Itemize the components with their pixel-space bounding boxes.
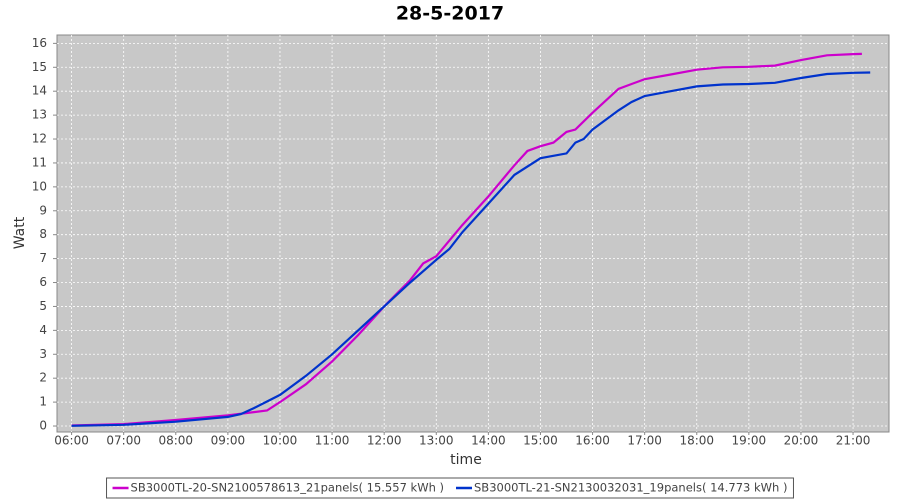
chart-title: 28-5-2017 xyxy=(396,3,504,25)
y-tick-label: 6 xyxy=(39,275,47,289)
y-tick-label: 8 xyxy=(39,227,47,241)
y-tick-label: 7 xyxy=(39,251,47,265)
y-tick-label: 2 xyxy=(39,371,47,385)
y-tick-label: 1 xyxy=(39,395,47,409)
y-tick-label: 11 xyxy=(32,155,47,169)
series-line xyxy=(71,71,871,427)
series-line xyxy=(71,52,862,427)
y-tick-label: 4 xyxy=(39,323,47,337)
y-tick-label: 9 xyxy=(39,203,47,217)
x-tick-label: 15:00 xyxy=(523,434,558,448)
x-tick-label: 20:00 xyxy=(784,434,819,448)
y-tick-label: 16 xyxy=(32,36,47,50)
x-tick-label: 10:00 xyxy=(263,434,298,448)
x-axis-label: time xyxy=(450,452,482,468)
x-tick-label: 14:00 xyxy=(471,434,506,448)
x-tick-label: 13:00 xyxy=(419,434,454,448)
x-tick-label: 16:00 xyxy=(575,434,610,448)
x-tick-label: 06:00 xyxy=(54,434,89,448)
y-tick-label: 12 xyxy=(32,132,47,146)
legend-label: SB3000TL-20-SN2100578613_21panels( 15.55… xyxy=(131,481,444,495)
y-axis-label: Watt xyxy=(12,216,28,249)
y-tick-label: 10 xyxy=(32,179,47,193)
plot-area xyxy=(56,34,890,433)
legend-label: SB3000TL-21-SN2130032031_19panels( 14.77… xyxy=(474,481,787,495)
y-tick-label: 15 xyxy=(32,60,47,74)
y-tick-label: 5 xyxy=(39,299,47,313)
x-tick-label: 21:00 xyxy=(836,434,871,448)
x-tick-label: 11:00 xyxy=(315,434,350,448)
x-tick-label: 09:00 xyxy=(211,434,246,448)
x-tick-label: 08:00 xyxy=(158,434,193,448)
x-tick-label: 18:00 xyxy=(679,434,714,448)
legend xyxy=(106,477,794,499)
x-tick-label: 12:00 xyxy=(367,434,402,448)
y-tick-label: 3 xyxy=(39,347,47,361)
x-tick-label: 17:00 xyxy=(627,434,662,448)
y-tick-label: 14 xyxy=(32,84,47,98)
x-tick-label: 19:00 xyxy=(732,434,767,448)
y-tick-label: 13 xyxy=(32,108,47,122)
y-tick-label: 0 xyxy=(39,419,47,433)
x-tick-label: 07:00 xyxy=(106,434,141,448)
